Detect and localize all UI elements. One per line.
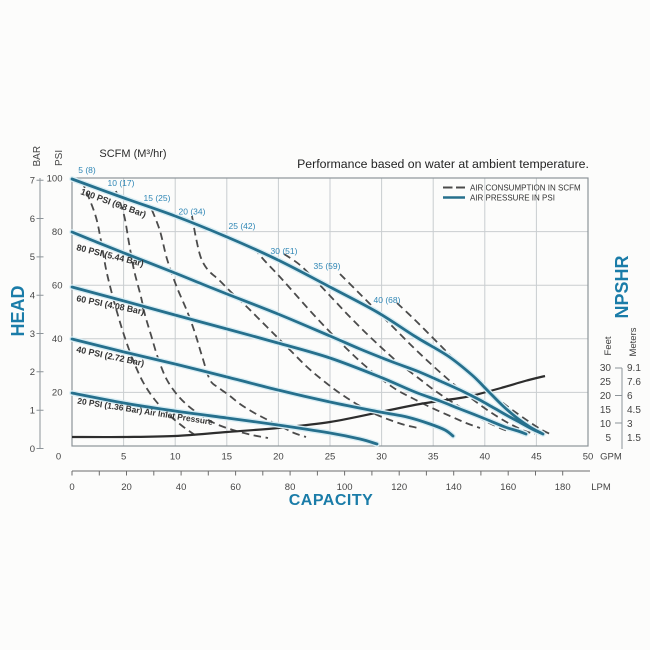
- svg-text:50: 50: [583, 452, 594, 463]
- svg-text:AIR CONSUMPTION IN SCFM: AIR CONSUMPTION IN SCFM: [470, 184, 581, 193]
- svg-text:35 (59): 35 (59): [314, 261, 341, 271]
- svg-text:10: 10: [170, 452, 181, 463]
- svg-text:AIR PRESSURE IN PSI: AIR PRESSURE IN PSI: [470, 194, 555, 203]
- svg-text:5: 5: [605, 433, 611, 444]
- svg-text:100: 100: [47, 173, 63, 184]
- svg-text:30: 30: [376, 452, 387, 463]
- svg-text:120: 120: [391, 482, 407, 493]
- svg-text:CAPACITY: CAPACITY: [289, 492, 374, 509]
- svg-text:3: 3: [627, 419, 633, 430]
- svg-text:40: 40: [52, 334, 63, 345]
- svg-text:Meters: Meters: [628, 327, 639, 356]
- svg-text:20 (34): 20 (34): [179, 207, 206, 217]
- svg-text:100: 100: [337, 482, 353, 493]
- svg-text:45: 45: [531, 452, 542, 463]
- svg-text:30 (51): 30 (51): [271, 246, 298, 256]
- svg-text:0: 0: [69, 482, 74, 493]
- svg-text:40 (68): 40 (68): [374, 295, 401, 305]
- svg-text:35: 35: [428, 452, 439, 463]
- svg-text:GPM: GPM: [600, 452, 622, 463]
- svg-text:40: 40: [176, 482, 187, 493]
- svg-text:25: 25: [600, 377, 612, 388]
- svg-text:9.1: 9.1: [627, 363, 641, 374]
- svg-text:4: 4: [30, 291, 35, 302]
- svg-text:20: 20: [121, 482, 132, 493]
- svg-text:7: 7: [30, 176, 35, 187]
- svg-text:80: 80: [52, 227, 63, 238]
- svg-text:140: 140: [446, 482, 462, 493]
- svg-text:1: 1: [30, 406, 35, 417]
- svg-text:10: 10: [600, 419, 612, 430]
- svg-text:160: 160: [500, 482, 516, 493]
- svg-text:SCFM (M³/hr): SCFM (M³/hr): [99, 148, 166, 160]
- svg-text:3: 3: [30, 329, 35, 340]
- svg-text:60: 60: [52, 281, 63, 292]
- svg-text:LPM: LPM: [591, 482, 611, 493]
- svg-text:0: 0: [30, 444, 35, 455]
- svg-text:Performance based on water at: Performance based on water at ambient te…: [297, 157, 589, 171]
- svg-text:10 (17): 10 (17): [108, 178, 135, 188]
- svg-text:15: 15: [600, 405, 612, 416]
- svg-text:20: 20: [52, 388, 63, 399]
- svg-text:25 (42): 25 (42): [229, 221, 256, 231]
- svg-text:5 (8): 5 (8): [78, 165, 96, 175]
- svg-text:4.5: 4.5: [627, 405, 641, 416]
- svg-text:HEAD: HEAD: [8, 285, 28, 336]
- svg-text:25: 25: [325, 452, 336, 463]
- svg-text:40: 40: [480, 452, 491, 463]
- svg-text:NPSHR: NPSHR: [612, 255, 632, 318]
- svg-text:5: 5: [121, 452, 126, 463]
- svg-text:2: 2: [30, 367, 35, 378]
- svg-text:1.5: 1.5: [627, 433, 641, 444]
- svg-text:6: 6: [627, 391, 633, 402]
- svg-text:5: 5: [30, 252, 35, 263]
- svg-text:15: 15: [222, 452, 233, 463]
- svg-text:15 (25): 15 (25): [144, 193, 171, 203]
- svg-text:Feet: Feet: [603, 336, 614, 355]
- svg-text:BAR: BAR: [32, 146, 43, 167]
- svg-text:PSI: PSI: [54, 150, 65, 166]
- svg-text:7.6: 7.6: [627, 377, 641, 388]
- svg-text:6: 6: [30, 214, 35, 225]
- svg-text:80: 80: [285, 482, 296, 493]
- svg-text:180: 180: [555, 482, 571, 493]
- svg-text:20: 20: [273, 452, 284, 463]
- svg-text:0: 0: [56, 452, 61, 463]
- svg-text:60: 60: [230, 482, 241, 493]
- svg-text:30: 30: [600, 363, 612, 374]
- svg-text:20: 20: [600, 391, 612, 402]
